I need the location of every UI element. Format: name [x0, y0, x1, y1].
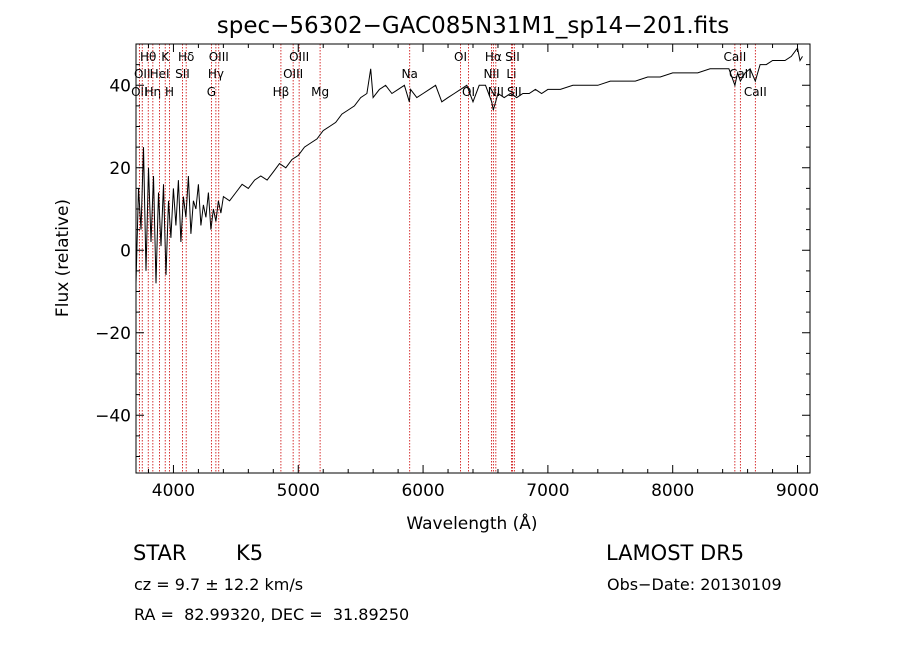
- spectral-line-label: OIII: [209, 50, 229, 64]
- x-axis-label: Wavelength (Å): [406, 512, 537, 534]
- x-tick-label: 7000: [526, 481, 569, 501]
- spectral-line-label: OI: [454, 50, 467, 64]
- plot-frame: [135, 43, 811, 474]
- spectral-line-markers: OIIOIIHθHηHeIKHSIIHδGHγOIIIHβOIIIOIIIMgN…: [131, 44, 767, 473]
- x-tick-label: 9000: [776, 481, 819, 501]
- redshift-velocity: cz = 9.7 ± 12.2 km/s: [134, 575, 304, 594]
- spectral-line-label: CaII: [744, 85, 767, 99]
- spectrum-trace: [135, 46, 803, 284]
- spectral-line-label: OII: [131, 85, 148, 99]
- spectral-line-label: OIII: [283, 67, 303, 81]
- spectral-line-label: Hβ: [273, 85, 290, 99]
- spectral-line-label: Na: [402, 67, 418, 81]
- spectral-line-label: Hη: [145, 85, 162, 99]
- spectral-line-label: SII: [175, 67, 190, 81]
- spectral-line-label: K: [161, 50, 170, 64]
- y-axis-ticks: −40 −20 0 20 40: [95, 43, 810, 457]
- spectral-line-label: Mg: [311, 85, 329, 99]
- observation-date: Obs−Date: 20130109: [607, 575, 782, 594]
- spectral-line-label: OI: [462, 85, 475, 99]
- x-tick-label: 4000: [152, 481, 195, 501]
- x-tick-label: 6000: [401, 481, 444, 501]
- y-axis-label: Flux (relative): [53, 199, 73, 317]
- coordinates: RA = 82.99320, DEC = 31.89250: [134, 605, 410, 624]
- y-tick-label: 0: [120, 241, 131, 261]
- spectral-line-label: H: [165, 85, 174, 99]
- spectral-line-label: Hθ: [140, 50, 156, 64]
- spectral-line-label: Hδ: [178, 50, 194, 64]
- survey-name: LAMOST DR5: [606, 541, 745, 565]
- spectral-line-label: OIII: [289, 50, 309, 64]
- spectral-line-label: Hα: [485, 50, 502, 64]
- object-class: STAR: [133, 541, 187, 565]
- spectral-line-label: HeI: [150, 67, 170, 81]
- chart-title: spec−56302−GAC085N31M1_sp14−201.fits: [217, 13, 729, 39]
- x-tick-label: 5000: [277, 481, 320, 501]
- y-tick-label: −20: [95, 324, 131, 344]
- y-tick-label: −40: [95, 406, 131, 426]
- spectral-line-label: G: [207, 85, 216, 99]
- object-subclass: K5: [236, 541, 264, 565]
- x-tick-label: 8000: [651, 481, 694, 501]
- spectral-line-label: CaII: [723, 50, 746, 64]
- spectral-line-label: NII: [488, 85, 504, 99]
- spectral-line-label: NII: [483, 67, 499, 81]
- x-axis-ticks: 4000 5000 6000 7000 8000 9000: [147, 44, 819, 501]
- spectral-line-label: OII: [134, 67, 151, 81]
- spectral-line-label: SII: [507, 85, 522, 99]
- spectral-line-label: SII: [505, 50, 520, 64]
- spectral-line-label: Li: [506, 67, 516, 81]
- y-tick-label: 20: [109, 159, 131, 179]
- y-tick-label: 40: [109, 76, 131, 96]
- spectral-line-label: CaII: [729, 67, 752, 81]
- spectral-line-label: Hγ: [208, 67, 224, 81]
